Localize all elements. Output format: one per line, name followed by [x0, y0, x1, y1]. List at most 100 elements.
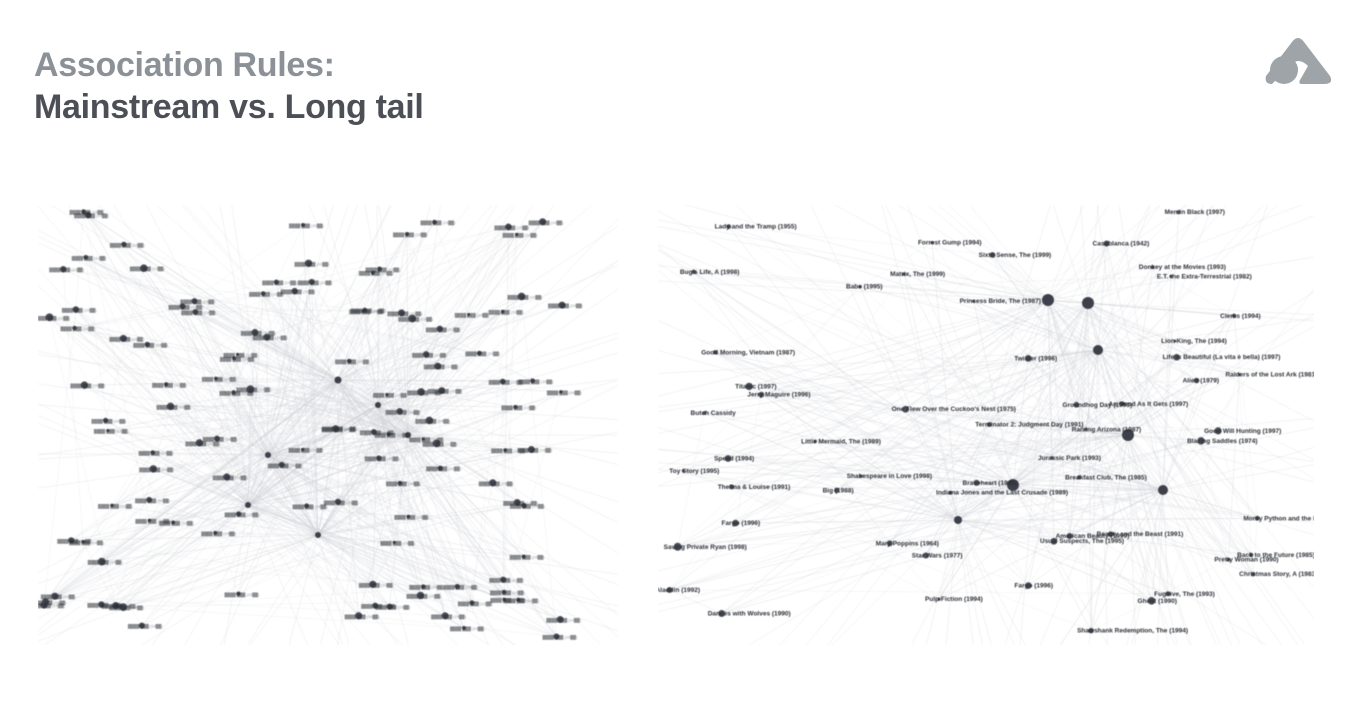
network-node — [377, 266, 382, 272]
network-node-label: ████ ███ (19██) — [546, 617, 582, 623]
network-edge — [87, 214, 196, 313]
network-edge — [377, 390, 442, 406]
network-edge — [761, 394, 1014, 486]
network-edge — [683, 340, 1176, 472]
network-edge — [317, 468, 441, 536]
network-edge — [805, 302, 1089, 645]
network-edge — [860, 299, 1049, 477]
network-edge — [107, 430, 269, 456]
network-edge — [194, 300, 337, 429]
network-edge — [957, 205, 1227, 521]
network-edge — [1097, 349, 1254, 575]
network-node — [434, 362, 442, 370]
network-edge — [38, 205, 319, 536]
network-edge — [836, 302, 1089, 491]
network-edge — [728, 458, 861, 477]
network-edge — [44, 504, 249, 645]
network-edge — [394, 434, 409, 543]
network-edge — [364, 309, 379, 406]
network-edge — [736, 205, 1014, 486]
network-edge — [233, 332, 256, 393]
network-node — [163, 382, 169, 387]
network-node — [732, 519, 739, 527]
network-edge — [377, 404, 473, 603]
network-node — [278, 461, 285, 468]
network-edge — [247, 504, 340, 645]
network-edge — [358, 615, 557, 637]
network-edge — [216, 328, 440, 439]
network-edge — [85, 257, 249, 506]
network-edge — [317, 311, 503, 536]
network-node-label: Fargo (1996) — [1014, 583, 1053, 590]
network-node — [758, 391, 765, 398]
network-edge — [101, 534, 319, 562]
network-edge — [1087, 302, 1197, 381]
network-node — [1073, 401, 1080, 408]
network-edge — [407, 434, 618, 454]
network-edge — [1087, 302, 1314, 422]
network-edge — [166, 384, 442, 391]
network-edge — [1085, 429, 1164, 491]
network-edge — [149, 499, 557, 637]
network-edge — [45, 281, 277, 602]
network-edge — [677, 492, 951, 547]
network-edge — [54, 596, 102, 605]
network-edge — [141, 404, 379, 626]
network-edge — [276, 281, 458, 587]
network-edge — [317, 534, 376, 606]
network-edge — [938, 424, 990, 600]
network-edge — [1076, 302, 1089, 405]
network-edge — [677, 434, 1129, 548]
network-hub-node — [245, 502, 251, 508]
network-edge — [860, 475, 1111, 535]
network-edge — [317, 534, 458, 587]
slide-title-line-2: Mainstream vs. Long tail — [34, 88, 424, 126]
network-node — [505, 223, 512, 231]
network-edge — [262, 293, 379, 406]
network-node-label: Mary Poppins (1964) — [876, 540, 939, 547]
network-edge — [973, 267, 1153, 302]
network-node — [354, 612, 363, 620]
network-edge — [215, 378, 506, 451]
network-edge — [74, 281, 312, 329]
network-node-label: ████ ███ (19██) — [70, 383, 106, 389]
network-edge — [957, 374, 1240, 521]
network-edge — [267, 205, 334, 456]
network-node-label: Clerks (1994) — [1220, 313, 1260, 320]
network-edge — [337, 205, 513, 381]
network-edge — [149, 499, 421, 596]
network-edge — [233, 358, 424, 440]
network-edge — [49, 317, 379, 459]
network-edge — [317, 505, 525, 536]
network-edge — [859, 242, 933, 287]
network-node — [813, 439, 817, 443]
network-edge — [123, 606, 464, 629]
network-edge — [123, 586, 458, 608]
network-edge — [1127, 205, 1213, 436]
network-edge — [836, 276, 1172, 491]
network-node-label: ████ ███ (19██) — [168, 304, 204, 310]
network-node — [140, 264, 148, 272]
network-node — [922, 552, 929, 559]
network-edge — [337, 226, 509, 381]
network-edge — [199, 427, 337, 444]
network-edge — [658, 299, 1049, 397]
network-node — [521, 502, 527, 509]
network-node — [231, 390, 236, 395]
network-edge — [337, 318, 413, 502]
network-node — [937, 597, 941, 601]
network-edge — [68, 205, 249, 506]
network-edge — [38, 230, 339, 381]
network-edge — [238, 468, 441, 594]
network-edge — [101, 561, 142, 626]
network-edge — [377, 404, 409, 517]
network-edge — [75, 309, 319, 536]
mainstream-network-svg: ████ ███ (19██) ████ ███ (19██) ████ ███ (… — [38, 205, 618, 645]
network-edge — [308, 205, 409, 436]
network-edge — [1085, 429, 1254, 575]
network-edge — [85, 257, 409, 436]
network-edge — [684, 205, 1049, 301]
network-edge — [83, 211, 144, 269]
network-edge — [386, 328, 440, 395]
network-edge — [1012, 276, 1172, 486]
